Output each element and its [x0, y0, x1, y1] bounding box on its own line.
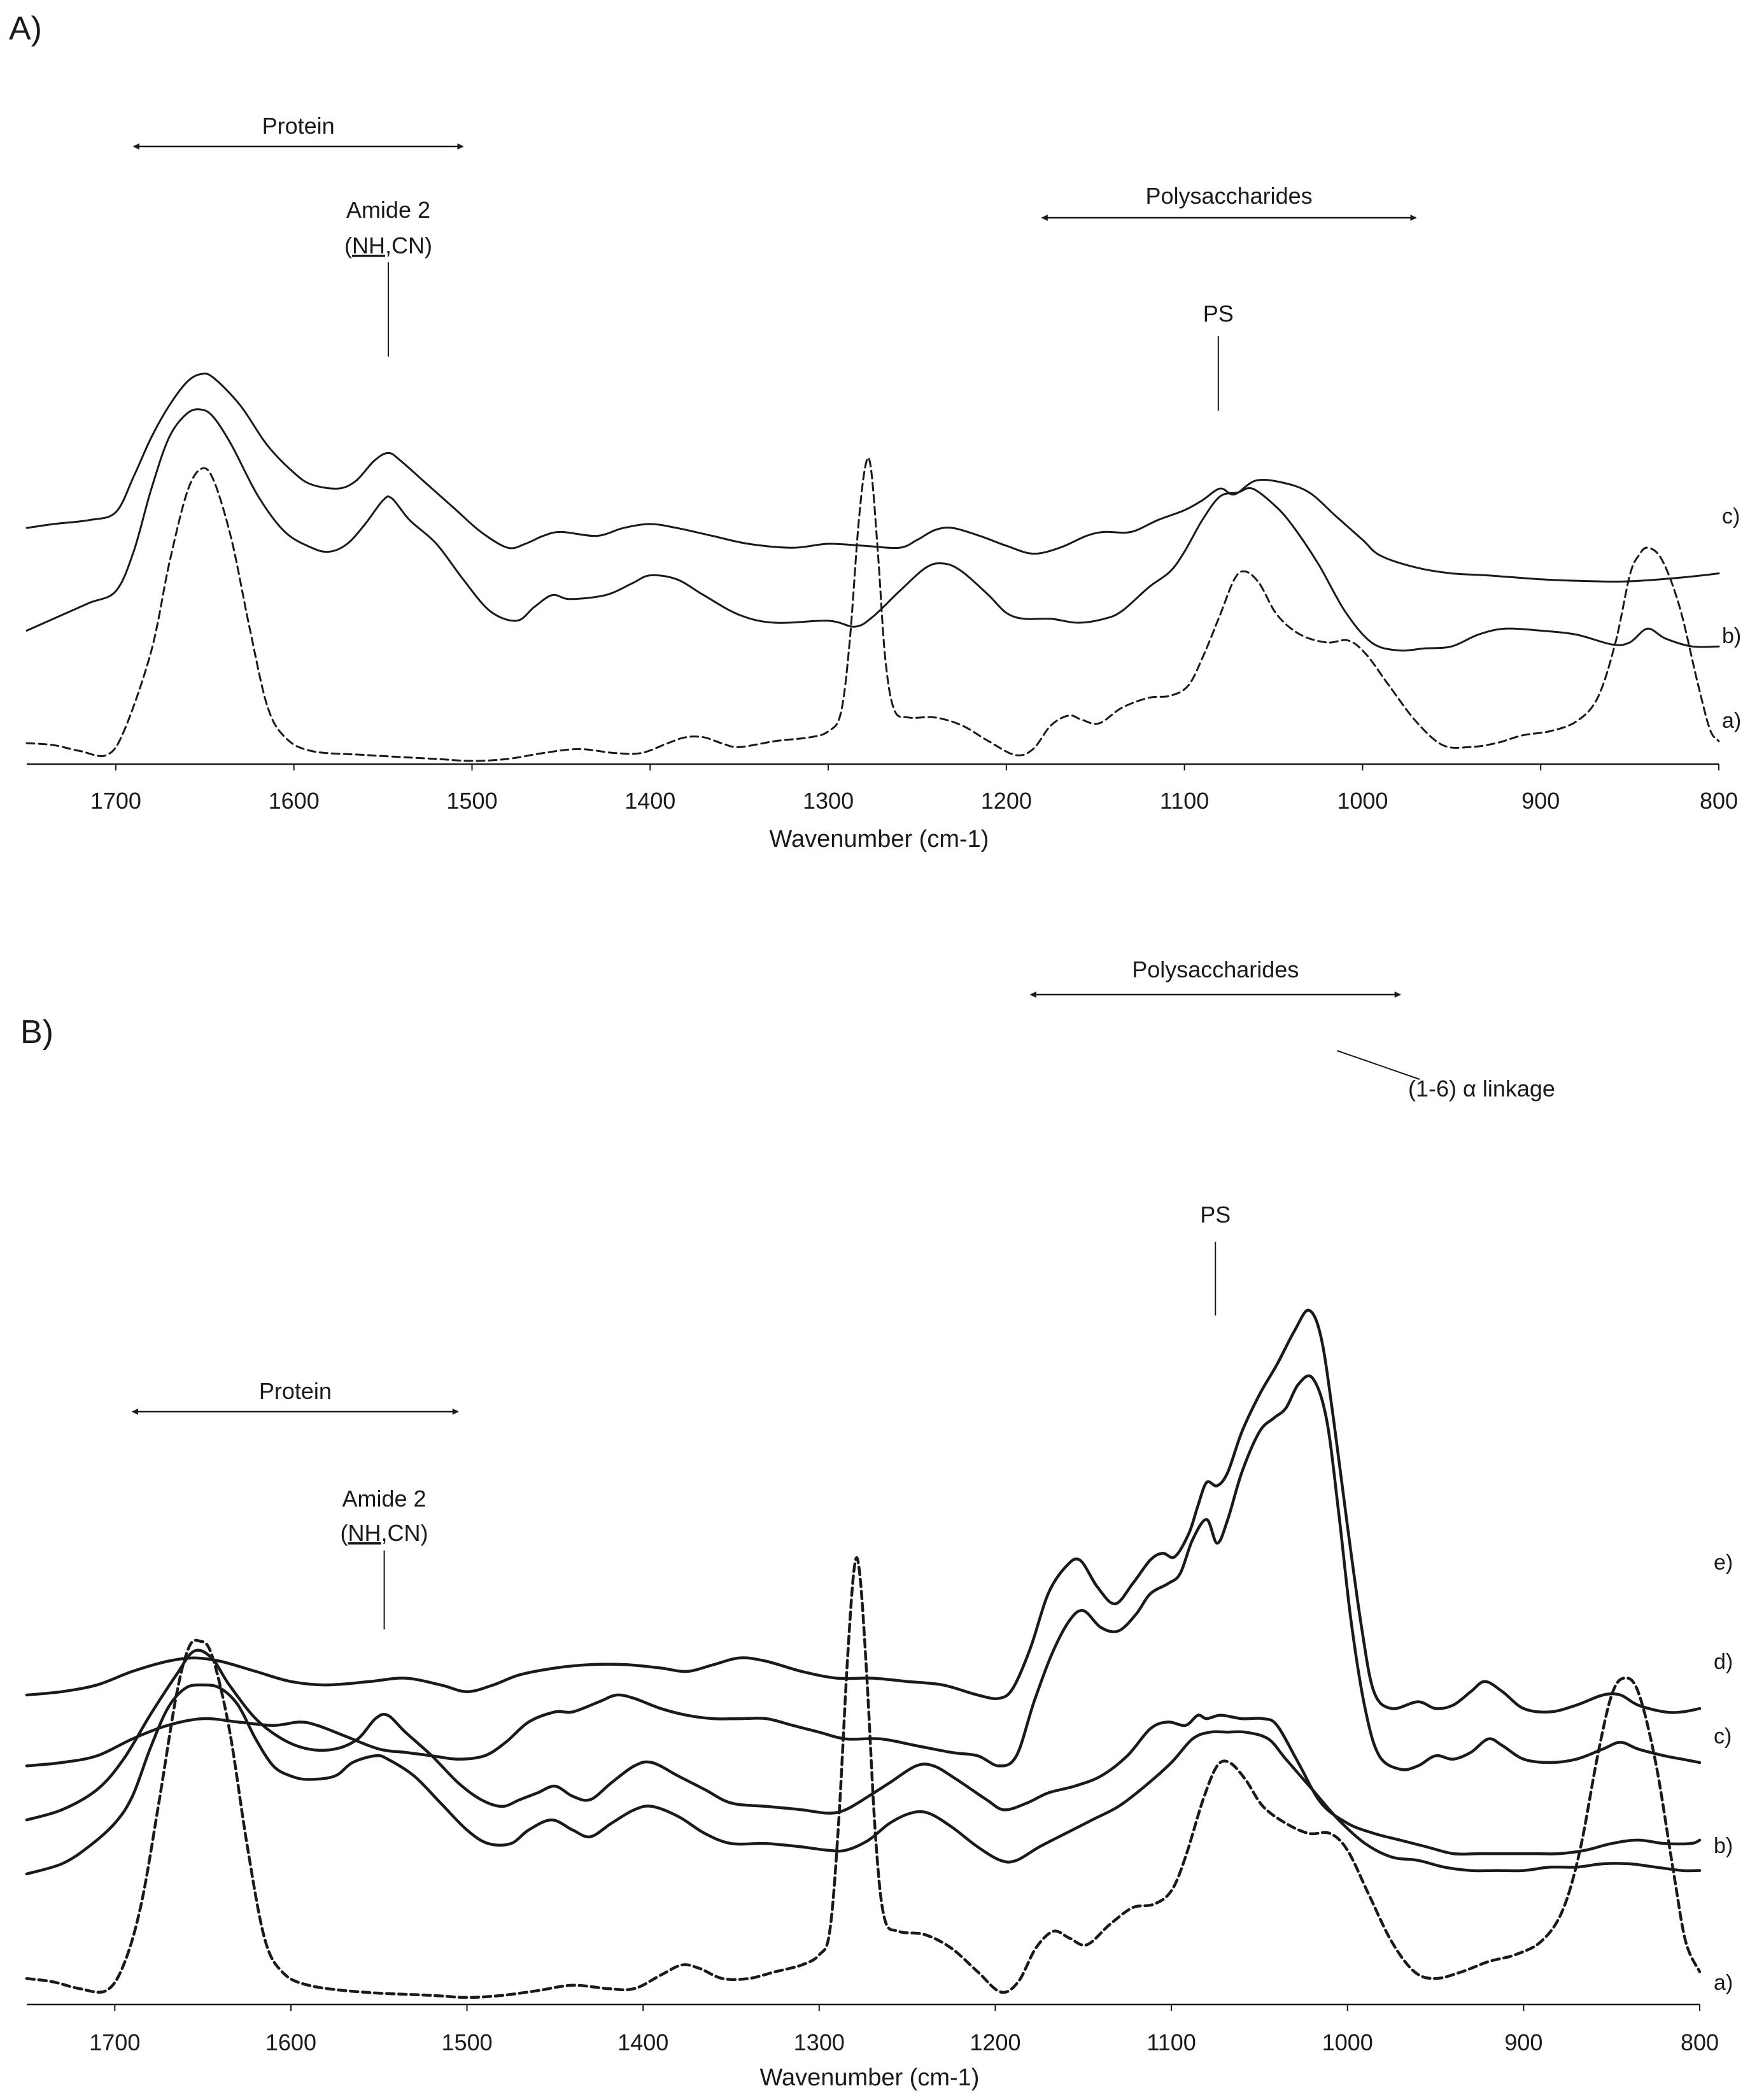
x-axis-title: Wavenumber (cm-1): [760, 2064, 980, 2091]
series-line-c: [25, 372, 1720, 583]
amide-2-sublabel: (NH,CN): [344, 232, 432, 259]
ps-label: PS: [1203, 301, 1234, 327]
x-tick-label: 1000: [1322, 2029, 1373, 2055]
series-label-b: b): [1722, 624, 1741, 648]
series-label-b: b): [1714, 1834, 1733, 1858]
series-label-d: d): [1714, 1650, 1733, 1674]
panel-label: A): [9, 10, 42, 47]
panel-a: A) 1700 1600 1500 1400 1300 1200 1100 1000 900 800…: [9, 10, 1741, 853]
range-label-protein: Protein: [262, 113, 335, 139]
x-axis-title: Wavenumber (cm-1): [770, 826, 989, 853]
x-tick-label: 1200: [970, 2029, 1020, 2055]
x-tick-label: 1100: [1147, 2029, 1196, 2055]
panel-label: B): [20, 1014, 53, 1051]
x-tick-label: 1300: [803, 788, 854, 814]
series-line-c: [25, 1649, 1702, 1856]
x-tick-label: 1700: [89, 2029, 140, 2055]
series-line-d: [25, 1374, 1702, 1771]
x-tick-label: 1300: [794, 2029, 845, 2055]
x-tick-label: 800: [1681, 2029, 1719, 2055]
series-label-a: a): [1722, 709, 1741, 733]
series-label-c: c): [1714, 1724, 1732, 1749]
series-line-a: [25, 457, 1720, 762]
x-tick-label: 1400: [617, 2029, 668, 2055]
x-tick-label: 1600: [269, 788, 320, 814]
amide-2-label: Amide 2: [342, 1486, 427, 1512]
amide-2-sublabel: (NH,CN): [341, 1520, 428, 1546]
series-line-b: [25, 1683, 1702, 1876]
alpha-linkage-label: (1-6) α linkage: [1408, 1075, 1555, 1102]
series-label-a: a): [1714, 1971, 1733, 1995]
series-line-e: [25, 1309, 1702, 1714]
series-line-b: [25, 408, 1720, 652]
range-label-polysaccharides: Polysaccharides: [1146, 183, 1313, 209]
x-tick-label: 900: [1504, 2029, 1542, 2055]
alpha-linkage-leader-line: [1336, 1050, 1420, 1080]
amide-2-label: Amide 2: [346, 197, 430, 223]
ps-label: PS: [1200, 1202, 1231, 1228]
x-tick-label: 1000: [1337, 788, 1388, 814]
series-label-e: e): [1714, 1550, 1733, 1575]
x-tick-label: 1500: [442, 2029, 493, 2055]
x-tick-label: 900: [1521, 788, 1560, 814]
series-label-c: c): [1722, 504, 1740, 529]
x-tick-label: 1100: [1160, 788, 1209, 814]
x-tick-label: 1700: [90, 788, 141, 814]
series-line-a: [25, 1556, 1702, 1999]
range-label-polysaccharides: Polysaccharides: [1132, 956, 1299, 983]
panel-b: B) 1700 1600 1500 1400 1300 1200 1100 1000 900 800…: [20, 956, 1733, 2091]
x-tick-label: 800: [1700, 788, 1738, 814]
range-label-protein: Protein: [259, 1378, 332, 1404]
x-tick-label: 1400: [624, 788, 675, 814]
x-tick-label: 1200: [981, 788, 1032, 814]
x-tick-label: 1500: [446, 788, 497, 814]
x-tick-label: 1600: [265, 2029, 316, 2055]
